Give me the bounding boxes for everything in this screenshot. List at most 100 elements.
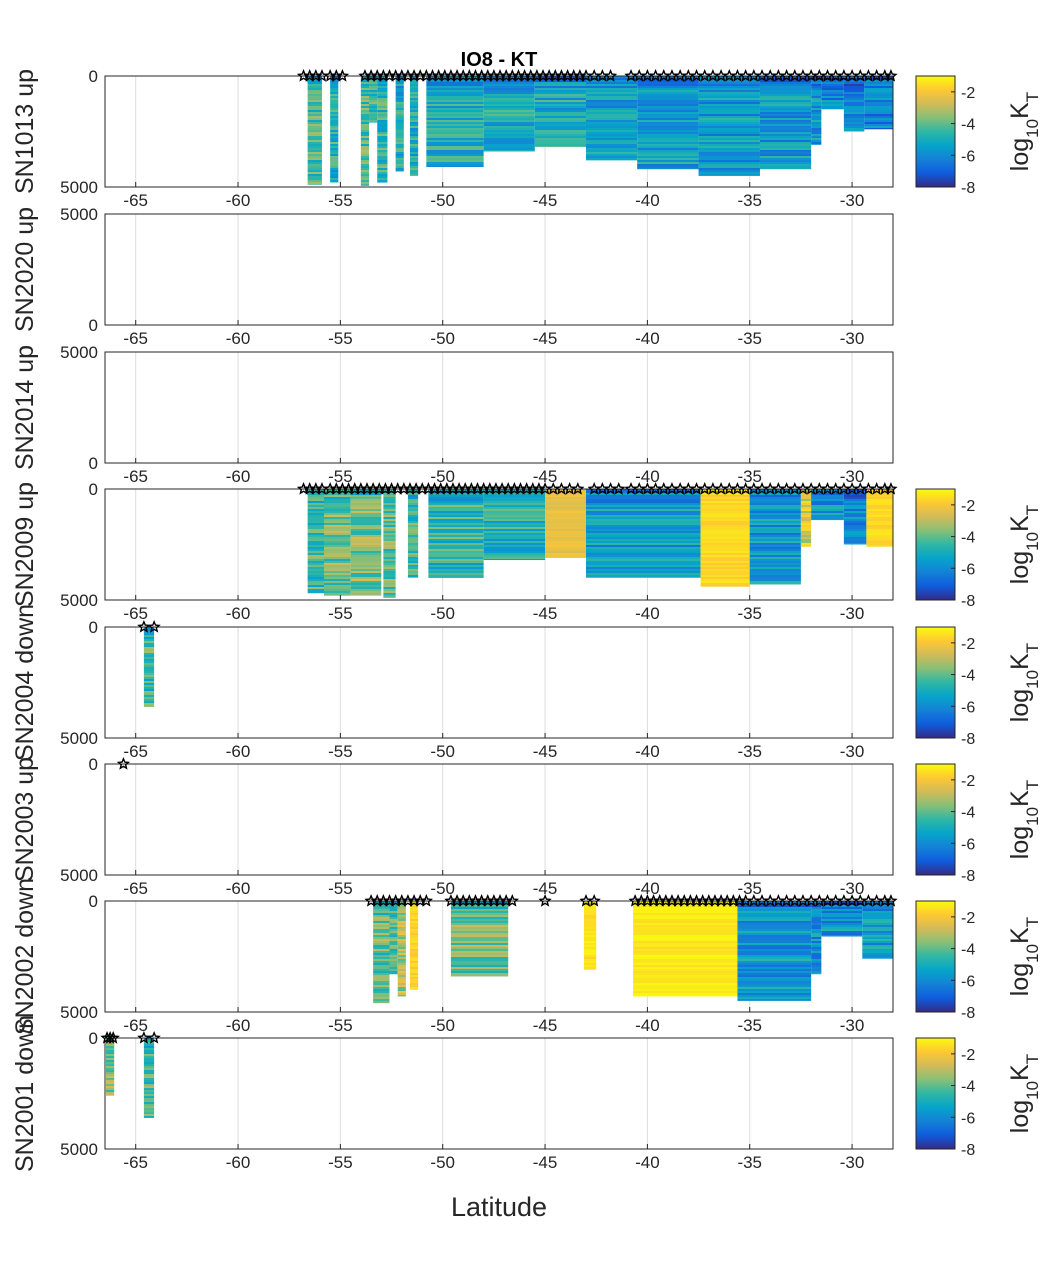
data-streak [545,523,586,525]
data-streak [324,539,351,541]
data-streak [324,565,351,567]
data-streak [373,971,390,973]
data-streak [583,967,597,969]
data-streak [307,557,325,559]
data-streak [409,130,419,132]
colorbar-label: log10KT [1006,1054,1042,1133]
x-tick-label: -35 [737,467,762,486]
data-streak [324,515,351,517]
data-streak [583,911,597,913]
data-streak [545,493,586,495]
data-streak [377,150,388,152]
data-streak [585,527,701,529]
data-streak [383,597,396,598]
data-streak [369,110,378,112]
data-streak [409,973,419,975]
data-streak [864,104,893,106]
x-tick-label: -40 [635,604,660,623]
data-streak [428,563,484,565]
data-streak [407,509,419,511]
data-streak [143,1086,155,1088]
data-streak [700,571,750,573]
data-streak [324,513,351,515]
data-streak [307,128,322,130]
data-streak [143,1114,155,1116]
data-streak [450,931,509,933]
data-streak [450,933,509,935]
data-streak [700,585,750,587]
data-streak [545,503,586,505]
data-streak [143,1106,155,1108]
data-column [866,489,893,547]
data-streak [483,541,546,543]
data-streak [698,134,760,136]
data-streak [811,957,822,959]
data-streak [143,1066,155,1068]
data-streak [324,581,351,583]
data-streak [409,981,419,983]
data-streak [862,943,893,945]
data-streak [106,1048,115,1050]
data-streak [383,593,396,595]
data-streak [395,80,404,82]
data-streak [330,178,339,180]
data-streak [373,993,390,995]
data-streak [585,509,701,511]
data-streak [737,903,812,905]
data-streak [409,110,419,112]
colorbar-tick-label: -4 [961,1079,975,1096]
data-streak [843,541,867,543]
data-streak [585,531,701,533]
data-streak [409,929,419,931]
data-streak [428,545,484,547]
data-streak [373,927,390,929]
data-streak [409,160,419,162]
data-streak [373,935,390,937]
data-streak [811,511,844,513]
data-streak [585,503,701,505]
data-streak [377,84,388,86]
data-streak [862,921,893,923]
data-streak [866,489,893,491]
data-streak [811,939,822,941]
data-streak [637,100,699,102]
data-streak [397,989,406,991]
data-streak [700,509,750,511]
data-streak [633,975,738,977]
data-streak [307,94,322,96]
data-streak [583,927,597,929]
data-streak [395,84,404,86]
data-streak [409,957,419,959]
data-streak [821,935,863,937]
data-streak [483,519,546,521]
data-streak [864,86,893,88]
data-streak [800,509,812,511]
data-streak [143,1056,155,1058]
data-streak [700,499,750,501]
data-streak [307,505,325,507]
data-streak [377,76,388,78]
data-streak [409,112,419,114]
data-streak [759,112,812,114]
data-streak [377,92,388,94]
data-streak [350,553,382,555]
data-streak [534,102,586,104]
data-streak [330,162,339,164]
x-tick-label: -65 [123,191,148,210]
data-streak [143,1074,155,1076]
data-streak [373,977,390,979]
data-streak [307,579,325,581]
data-streak [407,529,419,531]
data-streak [811,134,822,136]
data-streak [377,132,388,134]
data-streak [637,142,699,144]
x-tick-label: -30 [840,191,865,210]
data-streak [862,945,893,947]
data-streak [409,917,419,919]
data-streak [428,535,484,537]
data-streak [428,573,484,575]
x-tick-label: -45 [533,742,558,761]
data-streak [389,953,398,955]
